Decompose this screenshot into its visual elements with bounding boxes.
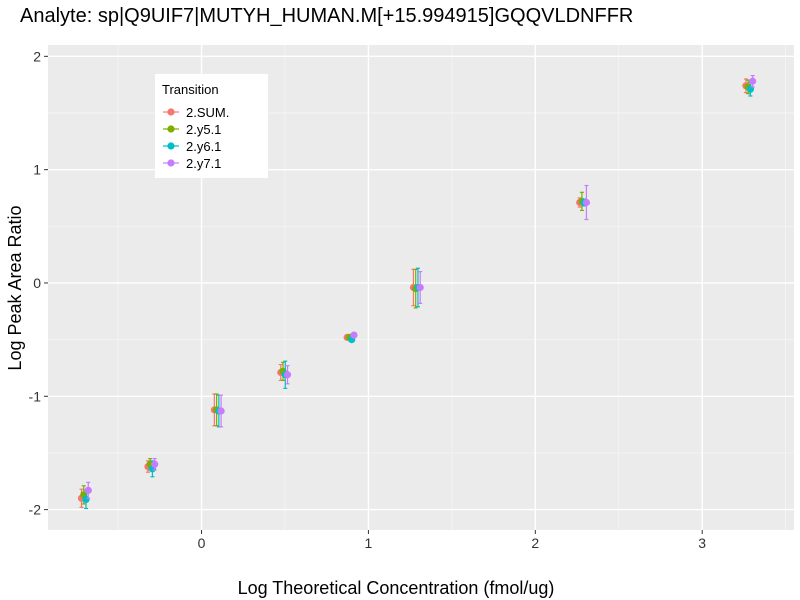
- y-tick-label: -1: [29, 388, 42, 404]
- legend: Transition 2.SUM. 2.y5.1 2.y6.1 2.y7.1: [155, 74, 268, 178]
- data-point: [416, 283, 424, 292]
- y-tick-label: 1: [33, 162, 41, 178]
- data-point: [350, 331, 358, 339]
- x-axis-title: Log Theoretical Concentration (fmol/ug): [238, 578, 555, 598]
- legend-label: 2.y6.1: [186, 139, 221, 154]
- x-tick-label: 3: [698, 535, 706, 551]
- major-gridlines: [48, 45, 794, 530]
- data-point: [749, 77, 757, 85]
- y-tick-label: 2: [33, 48, 41, 64]
- x-tick-label: 0: [198, 535, 206, 551]
- x-tick-label: 1: [365, 535, 373, 551]
- x-tick-label: 2: [531, 535, 539, 551]
- legend-label: 2.SUM.: [186, 105, 229, 120]
- legend-box: [155, 74, 268, 178]
- legend-key-point: [167, 159, 175, 167]
- data-point: [582, 198, 591, 207]
- legend-label: 2.y7.1: [186, 156, 221, 171]
- legend-label: 2.y5.1: [186, 122, 221, 137]
- data-point: [217, 407, 225, 415]
- data-point: [283, 371, 292, 379]
- chart-title: Analyte: sp|Q9UIF7|MUTYH_HUMAN.M[+15.994…: [20, 5, 633, 27]
- y-axis-title: Log Peak Area Ratio: [5, 205, 25, 370]
- x-axis-ticks: 0 1 2 3: [198, 530, 706, 551]
- legend-key-point: [167, 125, 175, 133]
- legend-title: Transition: [162, 82, 219, 97]
- y-axis-ticks: -2 -1 0 1 2: [29, 48, 48, 518]
- legend-key-point: [167, 142, 175, 150]
- y-tick-label: 0: [33, 275, 41, 291]
- data-point: [151, 460, 159, 468]
- y-tick-label: -2: [29, 502, 42, 518]
- legend-key-point: [167, 108, 175, 116]
- data-marks: [77, 74, 757, 510]
- legend-items: 2.SUM. 2.y5.1 2.y6.1 2.y7.1: [163, 105, 229, 171]
- data-point: [84, 486, 92, 494]
